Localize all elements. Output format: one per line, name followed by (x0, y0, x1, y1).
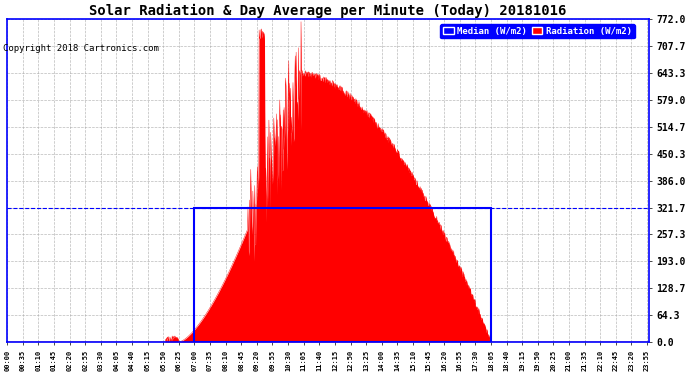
Legend: Median (W/m2), Radiation (W/m2): Median (W/m2), Radiation (W/m2) (440, 24, 635, 38)
Text: Copyright 2018 Cartronics.com: Copyright 2018 Cartronics.com (3, 44, 159, 52)
Title: Solar Radiation & Day Average per Minute (Today) 20181016: Solar Radiation & Day Average per Minute… (89, 4, 566, 18)
Bar (195, 208, 491, 342)
